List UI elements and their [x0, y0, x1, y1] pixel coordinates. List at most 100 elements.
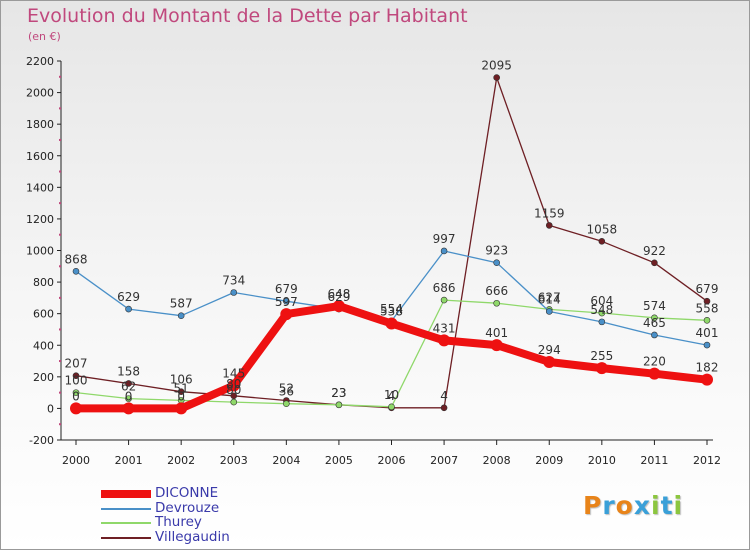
legend-label: DICONNE — [155, 485, 219, 501]
data-point-diconne — [175, 402, 188, 415]
x-tick-label: 2002 — [167, 454, 195, 467]
data-point-villegaudin — [493, 74, 500, 81]
data-label-villegaudin: 23 — [331, 386, 346, 400]
data-point-devrouze — [125, 305, 132, 313]
y-tick-label: 2000 — [26, 87, 54, 100]
data-point-diconne — [332, 300, 345, 313]
y-tick-label: 2200 — [26, 55, 54, 68]
data-label-diconne: 597 — [275, 295, 298, 309]
logo-letter: i — [673, 491, 684, 520]
data-label-devrouze: 629 — [327, 290, 350, 304]
data-point-devrouze — [598, 318, 606, 326]
data-label-villegaudin: 922 — [643, 244, 666, 258]
data-point-diconne — [70, 402, 82, 415]
data-point-thurey — [651, 314, 658, 322]
data-point-thurey — [125, 395, 132, 402]
data-label-diconne: 294 — [538, 343, 561, 357]
data-point-villegaudin — [440, 404, 448, 412]
data-label-diconne: 431 — [433, 321, 456, 335]
data-point-diconne — [595, 362, 608, 375]
x-tick-label: 2000 — [62, 454, 90, 467]
data-label-devrouze: 465 — [643, 316, 666, 330]
legend-swatch — [101, 522, 151, 524]
data-point-diconne — [227, 379, 240, 392]
data-label-diconne: 401 — [485, 326, 508, 340]
data-label-devrouze: 554 — [380, 302, 403, 316]
chart-title: Evolution du Montant de la Dette par Hab… — [27, 5, 468, 27]
logo-letter: x — [633, 491, 651, 520]
x-tick-label: 2010 — [588, 454, 616, 467]
data-point-villegaudin — [230, 392, 238, 400]
data-label-villegaudin: 80 — [226, 377, 241, 391]
data-point-devrouze — [72, 268, 80, 275]
y-minor-tick — [59, 233, 61, 236]
data-point-devrouze — [177, 312, 185, 320]
data-point-devrouze — [545, 308, 553, 315]
data-label-devrouze: 587 — [170, 297, 193, 311]
y-minor-tick — [59, 360, 61, 363]
x-tick-label: 2012 — [693, 454, 721, 467]
legend-swatch — [101, 536, 151, 539]
y-tick-label: 1200 — [26, 213, 54, 226]
data-label-villegaudin: 1058 — [587, 222, 618, 236]
data-label-devrouze: 923 — [485, 244, 508, 258]
x-tick-label: 2003 — [220, 454, 248, 467]
data-label-devrouze: 548 — [590, 303, 613, 317]
data-label-thurey: 23 — [331, 386, 346, 400]
logo-letter: t — [660, 491, 674, 520]
data-label-thurey: 627 — [538, 290, 561, 304]
y-tick-label: 800 — [33, 276, 54, 289]
x-tick-label: 2004 — [272, 454, 300, 467]
y-minor-tick — [59, 423, 61, 426]
data-label-villegaudin: 106 — [170, 373, 193, 387]
data-label-villegaudin: 1159 — [534, 206, 565, 220]
data-label-diconne: 0 — [72, 389, 80, 403]
data-point-thurey — [230, 398, 238, 406]
legend-label: Villegaudin — [155, 528, 230, 545]
data-point-villegaudin — [651, 259, 658, 267]
data-label-devrouze: 401 — [696, 326, 719, 340]
y-tick-label: 0 — [47, 402, 54, 415]
logo-letter: P — [583, 491, 603, 520]
y-tick-label: 1800 — [26, 118, 54, 131]
data-label-thurey: 604 — [590, 294, 613, 308]
x-tick-label: 2006 — [378, 454, 406, 467]
x-tick-label: 2001 — [115, 454, 143, 467]
y-minor-tick — [59, 328, 61, 331]
data-point-devrouze — [283, 297, 290, 305]
data-point-villegaudin — [125, 380, 132, 387]
data-point-devrouze — [703, 341, 711, 349]
data-point-thurey — [388, 403, 395, 411]
data-point-villegaudin — [177, 388, 185, 395]
data-point-thurey — [440, 296, 448, 304]
y-tick-label: 1600 — [26, 150, 54, 163]
data-label-diconne: 648 — [327, 287, 350, 301]
y-minor-tick — [59, 138, 61, 141]
data-label-villegaudin: 4 — [440, 389, 448, 403]
data-label-diconne: 255 — [590, 349, 613, 363]
legend-swatch — [101, 507, 151, 510]
data-label-villegaudin: 4 — [388, 389, 396, 403]
x-tick-label: 2008 — [483, 454, 511, 467]
y-minor-tick — [59, 107, 61, 110]
data-point-thurey — [335, 401, 343, 409]
data-label-thurey: 36 — [279, 385, 294, 399]
data-label-devrouze: 629 — [117, 290, 140, 304]
x-tick-label: 2011 — [640, 454, 668, 467]
data-label-diconne: 220 — [643, 355, 666, 369]
legend-swatch — [101, 490, 151, 498]
y-tick-label: 600 — [33, 308, 54, 321]
data-label-diconne: 0 — [177, 389, 185, 403]
y-minor-tick — [59, 202, 61, 205]
y-tick-label: -200 — [29, 434, 54, 447]
data-point-diconne — [385, 317, 398, 330]
y-minor-tick — [59, 296, 61, 299]
data-label-thurey: 10 — [384, 388, 399, 402]
data-label-devrouze: 997 — [433, 232, 456, 246]
y-tick-label: 1000 — [26, 245, 54, 258]
data-label-diconne: 538 — [380, 304, 403, 318]
logo-letter: i — [651, 491, 661, 520]
data-label-thurey: 62 — [121, 380, 136, 394]
data-label-devrouze: 614 — [538, 292, 561, 306]
